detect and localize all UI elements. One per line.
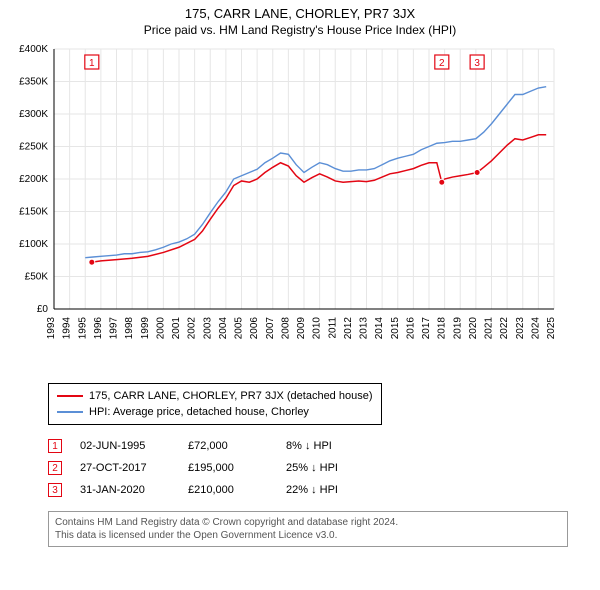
svg-text:£150K: £150K <box>19 207 48 218</box>
svg-text:2014: 2014 <box>374 317 385 340</box>
svg-text:£250K: £250K <box>19 142 48 153</box>
legend-swatch <box>57 395 83 397</box>
svg-text:2013: 2013 <box>359 317 370 340</box>
sale-marker-box: 1 <box>48 439 62 453</box>
license-line1: Contains HM Land Registry data © Crown c… <box>55 516 561 529</box>
legend-label: HPI: Average price, detached house, Chor… <box>89 404 309 420</box>
sale-marker-box: 3 <box>48 483 62 497</box>
svg-text:2012: 2012 <box>343 317 354 340</box>
svg-text:£400K: £400K <box>19 44 48 55</box>
legend: 175, CARR LANE, CHORLEY, PR7 3JX (detach… <box>48 383 382 425</box>
svg-text:2: 2 <box>439 58 445 69</box>
svg-text:1998: 1998 <box>124 317 135 340</box>
sale-date: 31-JAN-2020 <box>80 484 170 496</box>
svg-text:2010: 2010 <box>312 317 323 340</box>
sales-table: 1 02-JUN-1995 £72,000 8% ↓ HPI 2 27-OCT-2017 £… <box>48 435 594 501</box>
svg-text:2015: 2015 <box>390 317 401 340</box>
legend-swatch <box>57 411 83 413</box>
sale-marker-box: 2 <box>48 461 62 475</box>
sale-diff: 8% ↓ HPI <box>286 440 386 452</box>
legend-item: HPI: Average price, detached house, Chor… <box>57 404 373 420</box>
sale-date: 27-OCT-2017 <box>80 462 170 474</box>
svg-text:2005: 2005 <box>234 317 245 340</box>
svg-text:£50K: £50K <box>25 272 49 283</box>
series-property <box>92 135 547 262</box>
sale-price: £210,000 <box>188 484 268 496</box>
svg-text:2022: 2022 <box>499 317 510 340</box>
license-note: Contains HM Land Registry data © Crown c… <box>48 511 568 547</box>
svg-text:2025: 2025 <box>546 317 557 340</box>
sale-diff: 22% ↓ HPI <box>286 484 386 496</box>
svg-text:3: 3 <box>474 58 480 69</box>
sale-price: £195,000 <box>188 462 268 474</box>
sale-row: 1 02-JUN-1995 £72,000 8% ↓ HPI <box>48 435 594 457</box>
svg-text:2009: 2009 <box>296 317 307 340</box>
svg-text:£200K: £200K <box>19 174 48 185</box>
svg-text:1: 1 <box>89 58 95 69</box>
sale-row: 3 31-JAN-2020 £210,000 22% ↓ HPI <box>48 479 594 501</box>
svg-text:2011: 2011 <box>327 317 338 339</box>
sale-diff: 25% ↓ HPI <box>286 462 386 474</box>
svg-text:2023: 2023 <box>515 317 526 340</box>
svg-text:1996: 1996 <box>93 317 104 340</box>
svg-text:2016: 2016 <box>405 317 416 340</box>
svg-text:2002: 2002 <box>187 317 198 340</box>
chart-subtitle: Price paid vs. HM Land Registry's House … <box>6 23 594 37</box>
svg-text:2020: 2020 <box>468 317 479 340</box>
sale-price: £72,000 <box>188 440 268 452</box>
legend-label: 175, CARR LANE, CHORLEY, PR7 3JX (detach… <box>89 388 373 404</box>
sale-row: 2 27-OCT-2017 £195,000 25% ↓ HPI <box>48 457 594 479</box>
svg-text:2018: 2018 <box>437 317 448 340</box>
svg-text:1995: 1995 <box>77 317 88 340</box>
chart-area: £0 £50K £100K £150K £200K £250K £300K £350K £400… <box>6 43 594 377</box>
svg-text:£300K: £300K <box>19 109 48 120</box>
svg-text:2006: 2006 <box>249 317 260 340</box>
chart-title: 175, CARR LANE, CHORLEY, PR7 3JX <box>6 6 594 21</box>
svg-text:2003: 2003 <box>202 317 213 340</box>
svg-text:£350K: £350K <box>19 77 48 88</box>
svg-text:2008: 2008 <box>280 317 291 340</box>
svg-text:2024: 2024 <box>530 317 541 340</box>
svg-text:2007: 2007 <box>265 317 276 340</box>
svg-text:2017: 2017 <box>421 317 432 340</box>
svg-text:2019: 2019 <box>452 317 463 340</box>
svg-text:1993: 1993 <box>46 317 57 340</box>
svg-text:1999: 1999 <box>140 317 151 340</box>
sale-date: 02-JUN-1995 <box>80 440 170 452</box>
legend-item: 175, CARR LANE, CHORLEY, PR7 3JX (detach… <box>57 388 373 404</box>
svg-text:2004: 2004 <box>218 317 229 340</box>
svg-text:£100K: £100K <box>19 239 48 250</box>
svg-text:1994: 1994 <box>62 317 73 340</box>
svg-text:2001: 2001 <box>171 317 182 340</box>
svg-text:£0: £0 <box>37 304 49 315</box>
license-line2: This data is licensed under the Open Gov… <box>55 529 561 542</box>
line-chart-svg: £0 £50K £100K £150K £200K £250K £300K £350K £400… <box>6 43 566 377</box>
svg-text:2000: 2000 <box>155 317 166 340</box>
svg-text:1997: 1997 <box>109 317 120 340</box>
svg-text:2021: 2021 <box>484 317 495 340</box>
